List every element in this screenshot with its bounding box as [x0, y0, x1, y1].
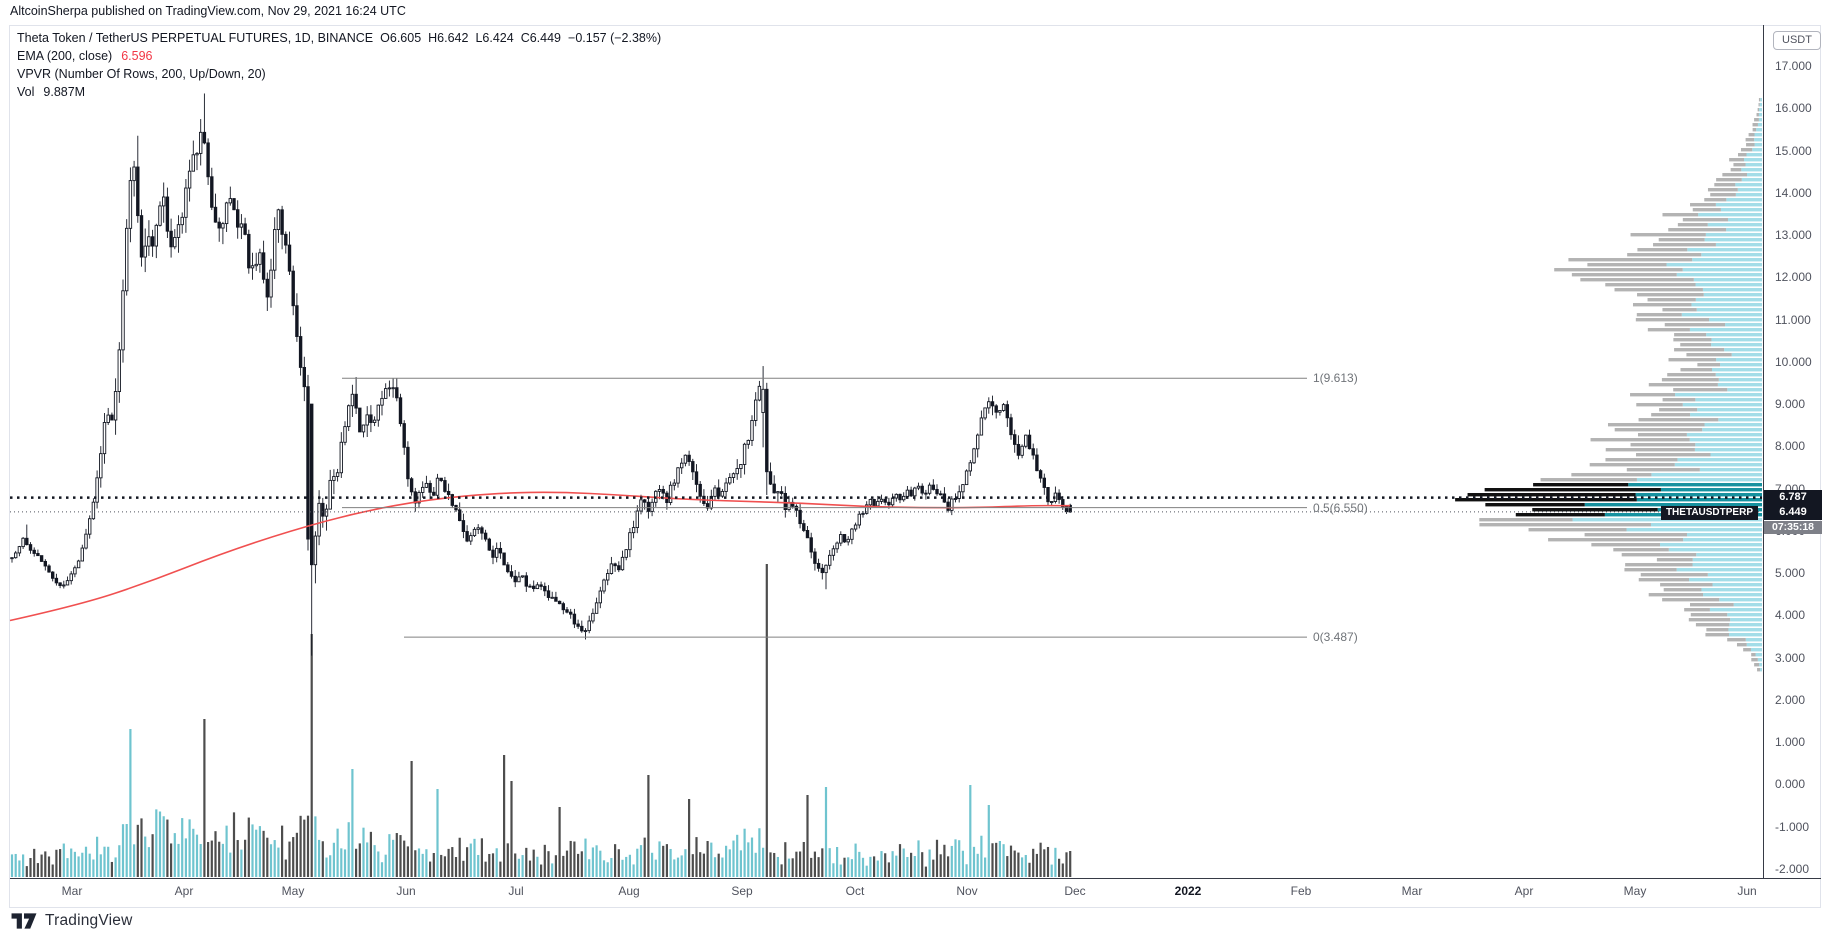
price-tick-label: 5.000 — [1775, 566, 1806, 581]
time-tick-label: May — [1623, 884, 1647, 898]
time-tick-label: Jun — [1737, 884, 1757, 898]
attribution-text: AltcoinSherpa published on TradingView.c… — [10, 4, 406, 18]
tradingview-logo-icon — [11, 913, 37, 929]
time-tick-label: Mar — [1401, 884, 1423, 898]
price-tick-label: -1.000 — [1775, 819, 1810, 834]
ema-label: EMA (200, close) — [17, 49, 113, 63]
legend: Theta Token / TetherUS PERPETUAL FUTURES… — [17, 29, 661, 101]
candlestick-layer — [10, 93, 1072, 656]
time-tick-label: 2022 — [1174, 884, 1202, 898]
time-tick-label: Dec — [1064, 884, 1086, 898]
time-tick-label: Apr — [1514, 884, 1534, 898]
legend-volume-row: Vol 9.887M — [17, 83, 661, 101]
ohlc-value: L6.424 — [475, 31, 514, 45]
legend-ema-row: EMA (200, close) 6.596 — [17, 47, 661, 65]
time-tick-label: Sep — [731, 884, 753, 898]
price-tick-label: 8.000 — [1775, 439, 1806, 454]
price-tick-label: 11.000 — [1775, 312, 1811, 327]
ohlc-value: H6.642 — [428, 31, 469, 45]
time-tick-label: Apr — [174, 884, 194, 898]
time-tick-label: Oct — [845, 884, 865, 898]
alert-price-badge: 6.787 — [1764, 490, 1822, 505]
time-tick-label: May — [281, 884, 305, 898]
fib-label[interactable]: 0.5(6.550) — [1313, 500, 1368, 515]
time-tick-label: Feb — [1290, 884, 1312, 898]
fib-label[interactable]: 0(3.487) — [1313, 630, 1358, 645]
change-value: −0.157 (−2.38%) — [568, 31, 662, 45]
ohlc-value: C6.449 — [520, 31, 562, 45]
price-tick-label: -2.000 — [1775, 862, 1810, 876]
price-tick-label: 14.000 — [1775, 185, 1812, 200]
vpvr-profile — [1455, 98, 1762, 672]
price-tick-label: 9.000 — [1775, 397, 1806, 412]
time-tick-label: Mar — [61, 884, 83, 898]
volume-layer — [10, 564, 1072, 877]
time-tick-label: Nov — [956, 884, 978, 898]
ema-value: 6.596 — [121, 49, 153, 63]
bar-countdown-badge: 07:35:18 — [1764, 521, 1822, 534]
vpvr-label: VPVR (Number Of Rows, 200, Up/Down, 20) — [17, 67, 266, 81]
price-tick-label: 10.000 — [1775, 354, 1812, 369]
volume-value: 9.887M — [43, 85, 86, 99]
ema-line — [9, 491, 1071, 622]
price-tick-label: 12.000 — [1775, 270, 1812, 285]
time-tick-label: Jun — [396, 884, 416, 898]
ohlc-value: O6.605 — [380, 31, 422, 45]
price-tick-label: 15.000 — [1775, 143, 1812, 158]
fib-label[interactable]: 1(9.613) — [1313, 371, 1358, 386]
tradingview-logo-text: TradingView — [45, 912, 133, 929]
symbol-name-badge: THETAUSDTPERP — [1660, 506, 1758, 520]
price-tick-label: 2.000 — [1775, 692, 1806, 707]
time-tick-label: Aug — [618, 884, 640, 898]
fib-lines — [342, 377, 1307, 638]
legend-symbol-row: Theta Token / TetherUS PERPETUAL FUTURES… — [17, 29, 661, 47]
symbol-title: Theta Token / TetherUS PERPETUAL FUTURES… — [17, 31, 374, 45]
price-tick-label: 13.000 — [1775, 228, 1812, 243]
price-tick-label: 0.000 — [1775, 777, 1806, 792]
price-tick-label: 16.000 — [1775, 101, 1812, 116]
volume-label: Vol — [17, 85, 35, 99]
last-price-badge: 6.449 — [1764, 505, 1822, 520]
price-tick-label: 1.000 — [1775, 735, 1806, 750]
price-tick-label: 4.000 — [1775, 608, 1806, 623]
legend-vpvr-row: VPVR (Number Of Rows, 200, Up/Down, 20) — [17, 65, 661, 83]
currency-unit-badge[interactable]: USDT — [1773, 31, 1821, 50]
price-tick-label: 3.000 — [1775, 650, 1806, 665]
tradingview-logo[interactable]: TradingView — [10, 912, 133, 930]
time-tick-label: Jul — [508, 884, 524, 898]
price-tick-label: 17.000 — [1775, 59, 1812, 73]
price-lines — [10, 496, 1762, 513]
axis-lines — [10, 25, 1821, 879]
